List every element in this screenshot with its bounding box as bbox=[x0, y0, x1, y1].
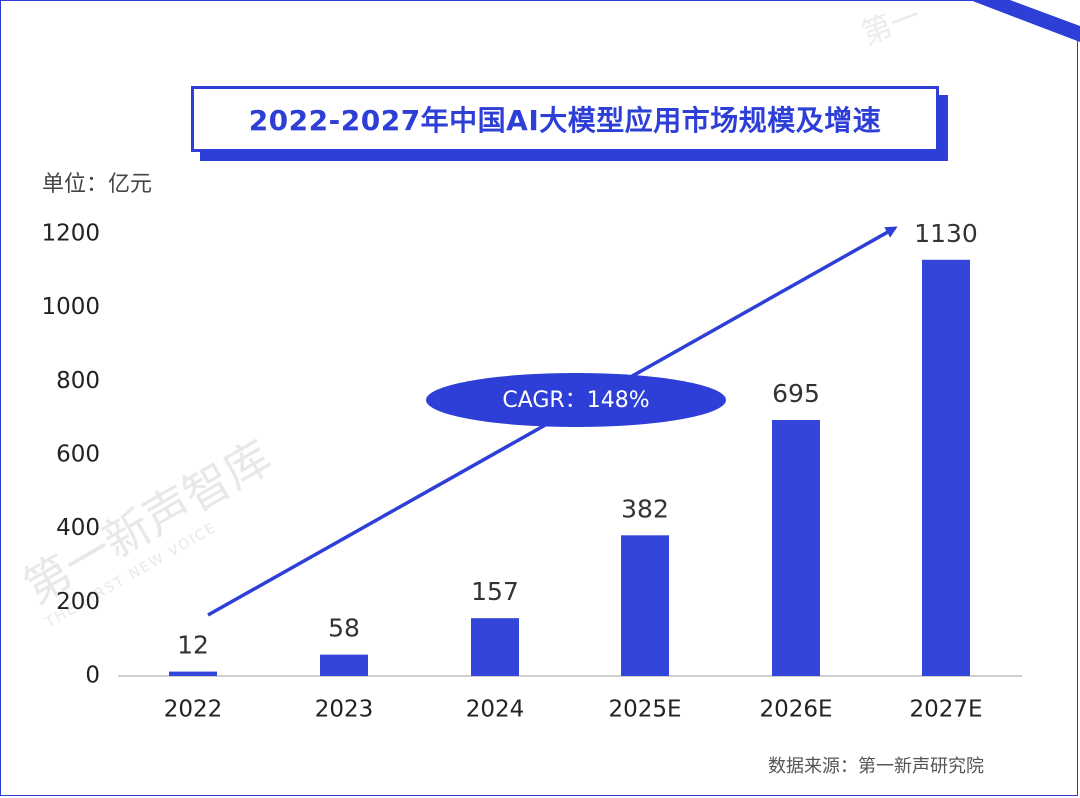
y-tick-label: 800 bbox=[56, 368, 100, 394]
cagr-ellipse bbox=[426, 373, 726, 427]
data-label-2024: 157 bbox=[471, 577, 519, 606]
data-label-2022: 12 bbox=[177, 631, 209, 660]
y-tick-label: 200 bbox=[56, 589, 100, 615]
data-label-2027E: 1130 bbox=[914, 219, 978, 248]
x-tick-label: 2023 bbox=[315, 697, 374, 723]
corner-decoration-inner bbox=[1010, 0, 1080, 26]
cagr-badge: CAGR：148% bbox=[426, 373, 726, 427]
x-tick-label: 2027E bbox=[909, 697, 982, 723]
source-label: 数据来源：第一新声研究院 bbox=[768, 756, 984, 777]
x-tick-label: 2026E bbox=[759, 697, 832, 723]
y-tick-label: 600 bbox=[56, 442, 100, 468]
x-tick-label: 2025E bbox=[608, 697, 681, 723]
y-tick-label: 0 bbox=[85, 663, 100, 689]
data-label-2025E: 382 bbox=[621, 494, 669, 523]
y-tick-label: 1000 bbox=[41, 294, 100, 320]
bar-series: 12 58 157 382 695 1130 bbox=[169, 219, 978, 676]
bar-2024 bbox=[471, 618, 519, 676]
title-box: 2022-2027年中国AI大模型应用市场规模及增速 bbox=[191, 86, 939, 152]
bar-2022 bbox=[169, 671, 217, 676]
y-tick-label: 400 bbox=[56, 515, 100, 541]
chart-title: 2022-2027年中国AI大模型应用市场规模及增速 bbox=[248, 104, 882, 137]
bar-2023 bbox=[320, 654, 368, 676]
y-tick-label: 1200 bbox=[41, 221, 100, 247]
data-label-2023: 58 bbox=[328, 614, 360, 643]
unit-label: 单位：亿元 bbox=[42, 172, 153, 197]
y-axis: 0 200 400 600 800 1000 1200 bbox=[41, 221, 100, 689]
bar-2025E bbox=[621, 535, 669, 676]
data-label-2026E: 695 bbox=[772, 379, 820, 408]
bar-2026E bbox=[772, 420, 820, 676]
x-tick-label: 2022 bbox=[164, 697, 223, 723]
cagr-label: CAGR：148% bbox=[502, 388, 649, 413]
x-tick-label: 2024 bbox=[466, 697, 525, 723]
bar-2027E bbox=[922, 259, 970, 676]
x-axis: 2022 2023 2024 2025E 2026E 2027E bbox=[164, 697, 983, 723]
